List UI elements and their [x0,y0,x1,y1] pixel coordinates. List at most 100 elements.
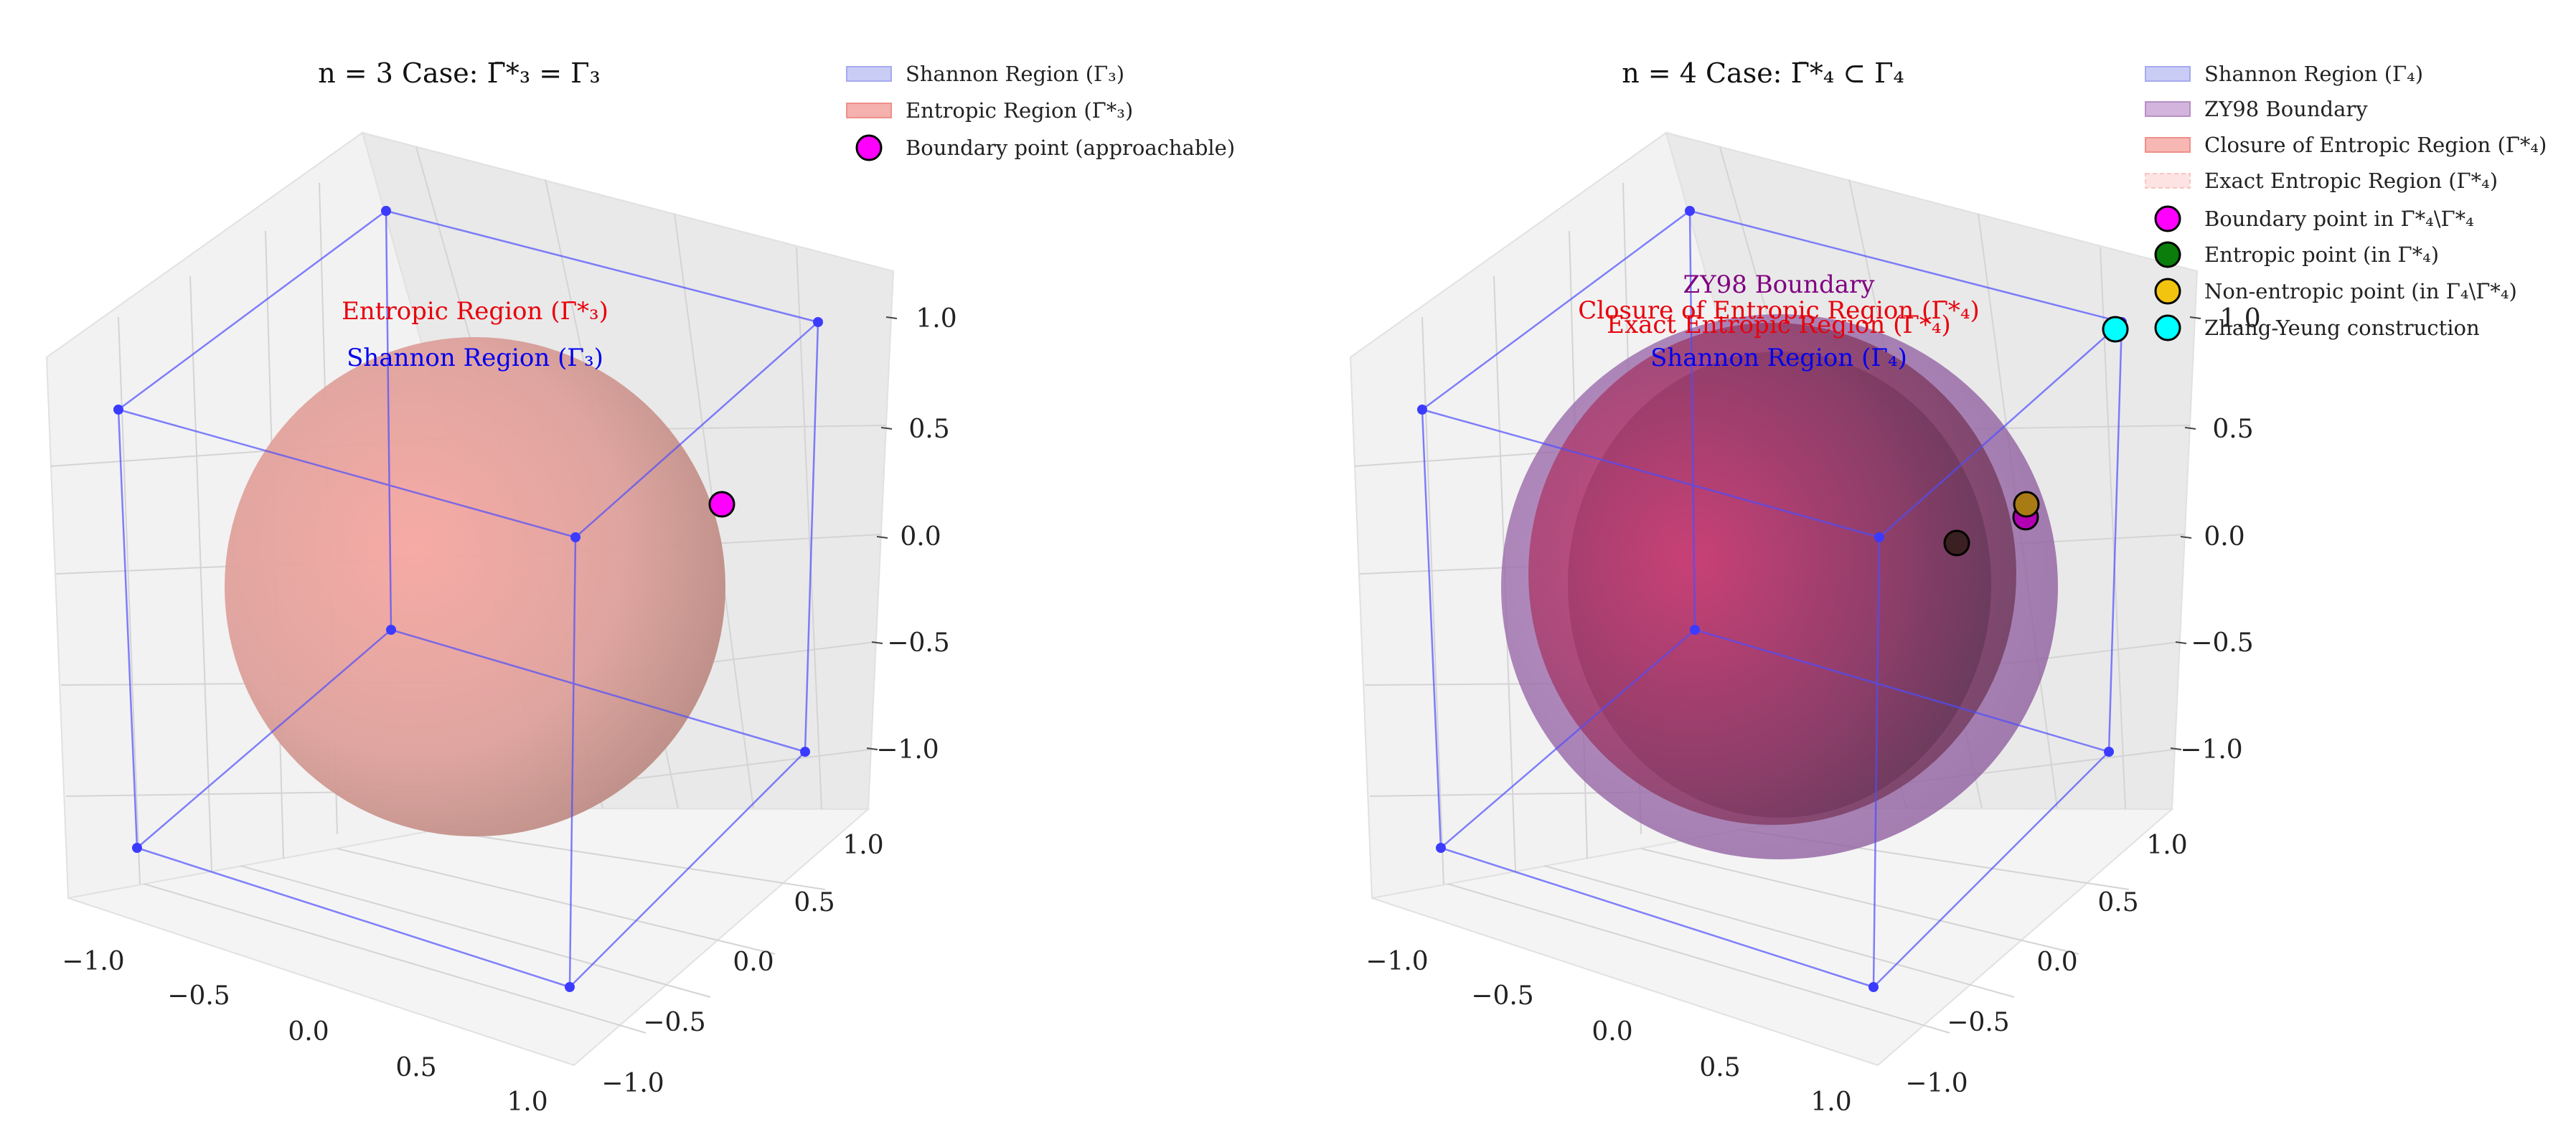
cube-vertex [813,317,823,327]
non-entropic-point-marker [2013,491,2040,518]
panel-title: n = 3 Case: Γ̄*₃ = Γ₃ [318,57,601,89]
shannon-cube-vertices [113,206,823,992]
legend-label: Entropic Region (Γ̄*₃) [906,98,1133,123]
legend-marker-zhang-yeung [2154,314,2181,341]
legend-entry: Exact Entropic Region (Γ*₄) [2145,169,2498,193]
legend-marker-non-entropic [2154,278,2181,305]
y-tick-label: 1.0 [2146,831,2187,860]
z-tick-label: −0.5 [887,628,949,658]
y-tick-label: −0.5 [1947,1008,2009,1037]
y-axis-ticks: 1.0 0.5 0.0 −0.5 −1.0 [601,831,883,1098]
legend-entry: Non-entropic point (in Γ₄\Γ̄*₄) [2154,278,2517,305]
legend-label: Shannon Region (Γ₃) [906,62,1124,86]
legend-entry: Entropic Region (Γ̄*₃) [846,98,1133,123]
cube-vertex [1874,532,1884,542]
cube-vertex [1685,206,1695,216]
x-axis-ticks: −1.0 −0.5 0.0 0.5 1.0 [1365,947,1851,1117]
x-tick-label: −1.0 [62,947,124,976]
y-tick-label: 0.0 [733,948,774,977]
z-tick-label: −0.5 [2191,628,2253,658]
cube-vertex [800,747,810,757]
y-tick-label: 0.0 [2036,948,2077,977]
legend-label: Closure of Entropic Region (Γ̄*₄) [2204,133,2547,157]
sphere-exact-entropic [1568,351,1991,818]
x-tick-label: 1.0 [1810,1087,1851,1117]
annotation-shannon-region: Shannon Region (Γ₃) [347,344,603,372]
x-tick-label: 0.0 [288,1017,329,1047]
cube-vertex [113,405,123,415]
cube-vertex [565,982,575,992]
annotation-entropic-region: Entropic Region (Γ̄*₃) [342,297,608,326]
boundary-point-marker [708,491,735,518]
entropic-point-marker [1943,529,1970,557]
legend-label: Boundary point in Γ̄*₄\Γ*₄ [2204,207,2474,231]
legend-entry: Boundary point (approachable) [855,134,1235,161]
legend-label: Zhang-Yeung construction [2204,316,2480,340]
legend-swatch-exact [2145,173,2191,189]
legend-entry: Boundary point in Γ̄*₄\Γ*₄ [2154,205,2474,232]
legend-entry: Shannon Region (Γ₄) [2145,62,2423,86]
z-tick-label: 1.0 [916,304,956,334]
cube-vertex [570,532,580,542]
z-tick-label: 1.0 [2219,304,2260,334]
legend-label: Shannon Region (Γ₄) [2204,62,2423,86]
x-tick-label: 0.5 [1699,1053,1740,1082]
floor-pane [67,807,870,1067]
z-tick-label: 0.0 [2204,522,2244,552]
cube-vertex [2104,747,2114,757]
y-tick-label: −0.5 [643,1008,705,1037]
z-tick-label: 0.5 [2212,415,2253,444]
cube-vertex [1690,625,1700,635]
zhang-yeung-point-marker [2102,316,2129,343]
z-tick-label: −1.0 [876,735,939,765]
legend: Shannon Region (Γ₄) ZY98 Boundary Closur… [2145,62,2547,341]
cube-vertex [1436,843,1446,853]
y-tick-label: 0.5 [2097,888,2138,917]
panel-n3: Entropic Region (Γ̄*₃) Shannon Region (Γ… [45,57,1235,1117]
x-tick-label: −0.5 [1471,981,1533,1011]
x-axis-ticks: −1.0 −0.5 0.0 0.5 1.0 [62,947,547,1117]
z-axis-ticks: 1.0 0.5 0.0 −0.5 −1.0 [866,304,957,765]
y-tick-label: 1.0 [842,831,883,860]
y-tick-label: 0.5 [794,888,835,917]
z-tick-label: 0.0 [900,522,941,552]
legend-marker-boundary [2154,205,2181,232]
panel-title: n = 4 Case: Γ̄*₄ ⊂ Γ₄ [1622,57,1904,89]
cube-vertex [381,206,391,216]
legend-entry: Shannon Region (Γ₃) [846,62,1124,86]
cube-vertex [386,625,396,635]
x-tick-label: −0.5 [167,981,230,1011]
x-tick-label: 0.0 [1592,1017,1632,1047]
legend: Shannon Region (Γ₃) Entropic Region (Γ̄*… [846,62,1235,161]
legend-entry: ZY98 Boundary [2145,97,2368,121]
x-tick-label: 0.5 [395,1053,436,1082]
z-tick-label: −1.0 [2180,735,2242,765]
legend-marker-entropic [2154,241,2181,268]
y-axis-ticks: 1.0 0.5 0.0 −0.5 −1.0 [1905,831,2187,1098]
shannon-cube [117,209,819,988]
annotation-shannon-region: Shannon Region (Γ₄) [1650,344,1907,372]
y-tick-label: −1.0 [601,1069,664,1098]
cube-vertex [1868,982,1879,992]
legend-label: Boundary point (approachable) [906,136,1235,160]
legend-entry: Entropic point (in Γ*₄) [2154,241,2439,268]
z-tick-label: 0.5 [908,415,949,444]
cube-vertex [132,843,142,853]
annotation-exact-entropic: Exact Entropic Region (Γ*₄) [1607,311,1951,339]
sphere-entropic-region [225,337,725,836]
shannon-cube [1421,209,2123,988]
panel-n4: ZY98 Boundary Closure of Entropic Region… [1349,57,2547,1117]
legend-label: Entropic point (in Γ*₄) [2204,242,2439,267]
legend-swatch-zy98 [2145,101,2191,117]
legend-swatch-entropic [846,103,892,118]
legend-label: ZY98 Boundary [2204,97,2368,121]
legend-swatch-closure [2145,137,2191,153]
annotation-zy98-boundary: ZY98 Boundary [1683,270,1876,299]
cube-vertex [1417,405,1427,415]
legend-swatch-shannon [846,66,892,82]
x-tick-label: −1.0 [1365,947,1428,976]
legend-swatch-shannon [2145,66,2191,82]
legend-entry: Zhang-Yeung construction [2154,314,2480,341]
x-tick-label: 1.0 [507,1087,547,1117]
